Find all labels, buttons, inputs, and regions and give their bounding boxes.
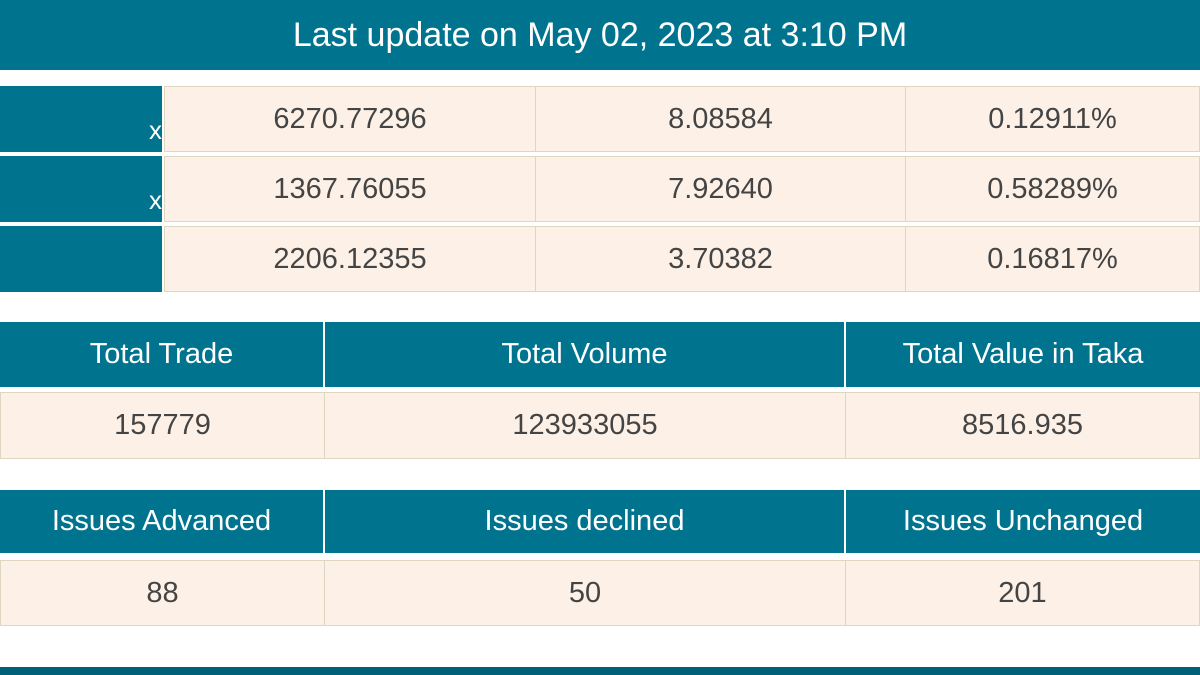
header-total-volume: Total Volume [325,322,844,387]
header-issues-advanced: Issues Advanced [0,490,323,553]
index-change: 3.70382 [535,226,906,292]
index-percent: 0.12911% [905,86,1200,152]
total-value-taka: 8516.935 [845,392,1200,459]
total-volume-value: 123933055 [324,392,846,459]
last-update-banner: Last update on May 02, 2023 at 3:10 PM [0,0,1200,70]
index-value: 6270.77296 [164,86,536,152]
index-value: 1367.76055 [164,156,536,222]
total-trade-value: 157779 [0,392,325,459]
issues-unchanged-value: 201 [845,560,1200,626]
issues-advanced-value: 88 [0,560,325,626]
issues-declined-value: 50 [324,560,846,626]
index-value: 2206.12355 [164,226,536,292]
header-issues-unchanged: Issues Unchanged [846,490,1200,553]
header-total-value: Total Value in Taka [846,322,1200,387]
header-issues-declined: Issues declined [325,490,844,553]
index-change: 7.92640 [535,156,906,222]
index-percent: 0.58289% [905,156,1200,222]
index-label [0,226,162,292]
header-total-trade: Total Trade [0,322,323,387]
index-label: x [0,156,162,222]
footer-bar [0,667,1200,675]
index-label: x [0,86,162,152]
index-change: 8.08584 [535,86,906,152]
index-percent: 0.16817% [905,226,1200,292]
